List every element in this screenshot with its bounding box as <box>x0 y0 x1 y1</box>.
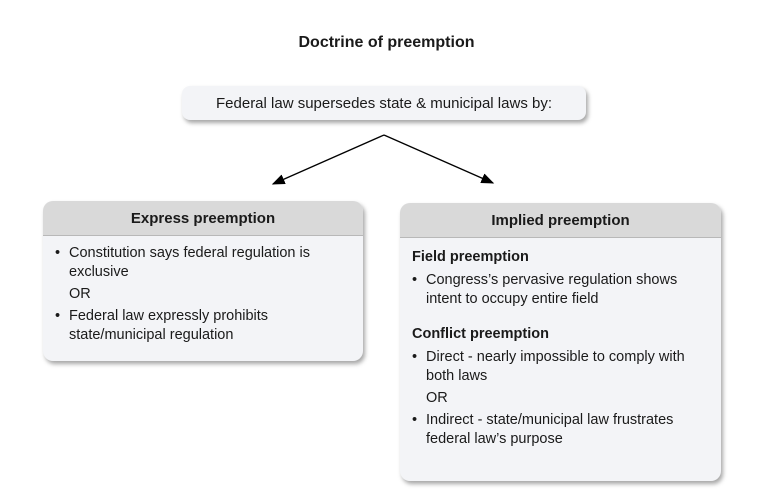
express-preemption-card: Express preemption Constitution says fed… <box>43 201 363 361</box>
root-box-text: Federal law supersedes state & municipal… <box>216 94 552 112</box>
express-item-federal-law: Federal law expressly prohibits state/mu… <box>55 307 353 345</box>
conflict-item-direct: Direct - nearly impossible to comply wit… <box>412 348 711 386</box>
express-or: OR <box>69 286 91 302</box>
conflict-preemption-title: Conflict preemption <box>412 326 549 342</box>
field-preemption-title: Field preemption <box>412 249 529 265</box>
field-item-congress: Congress’s pervasive regulation shows in… <box>412 271 711 309</box>
arrow-right <box>383 134 495 184</box>
implied-preemption-header: Implied preemption <box>400 203 721 238</box>
diagram-title: Doctrine of preemption <box>298 34 475 51</box>
arrow-left <box>271 134 385 185</box>
express-item-constitution: Constitution says federal regulation is … <box>55 244 353 282</box>
root-box: Federal law supersedes state & municipal… <box>182 86 586 120</box>
implied-preemption-body: Field preemption Congress’s pervasive re… <box>400 238 721 459</box>
express-preemption-body: Constitution says federal regulation is … <box>43 236 363 355</box>
conflict-or: OR <box>426 390 448 406</box>
implied-preemption-card: Implied preemption Field preemption Cong… <box>400 203 721 481</box>
conflict-item-indirect: Indirect - state/municipal law frustrate… <box>412 411 711 449</box>
express-preemption-header: Express preemption <box>43 201 363 236</box>
